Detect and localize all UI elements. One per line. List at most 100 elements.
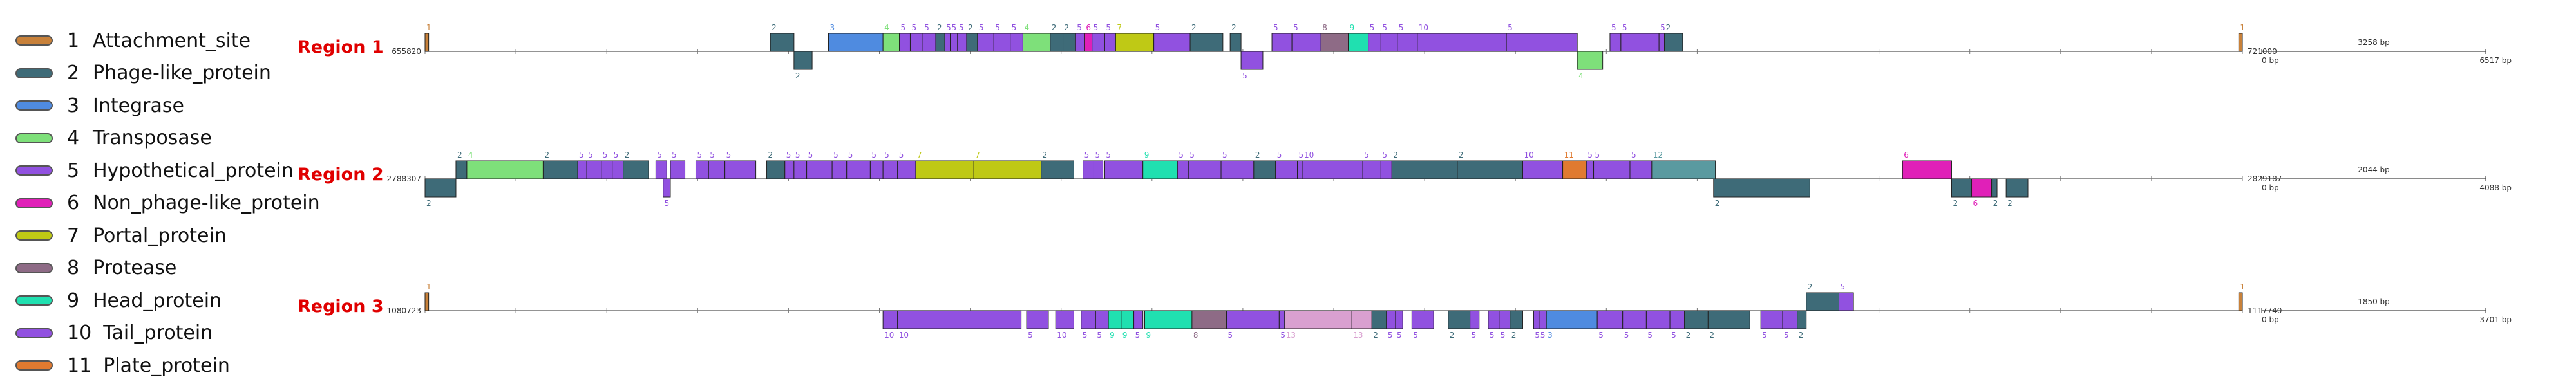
legend-number: 4 [67,127,80,149]
gene-type-label: 2 [2007,199,2012,208]
gene-block [1144,310,1193,329]
gene-type-label: 1 [2240,23,2245,32]
gene-block [846,160,871,179]
gene-block [1362,160,1381,179]
gene-block [1142,160,1178,179]
gene-block [1104,160,1144,179]
legend-swatch [15,35,53,46]
gene-type-label: 2 [795,71,800,80]
gene-type-label: 2 [1373,331,1378,340]
gene-block [2238,33,2243,52]
gene-block [977,33,994,52]
gene-block [1397,33,1418,52]
scale-bar-label: 3258 bp [2358,38,2390,47]
gene-type-label: 5 [1388,331,1393,340]
gene-type-label: 2 [1052,23,1057,32]
gene-type-label: 2 [937,23,942,32]
gene-block [909,33,923,52]
gene-block [623,160,649,179]
gene-block [966,33,978,52]
legend-label: Plate_protein [103,354,230,377]
gene-block [806,160,833,179]
gene-type-label: 11 [1564,151,1574,160]
gene-type-label: 5 [1299,151,1304,160]
gene-type-label: 10 [1304,151,1314,160]
gene-block [612,160,624,179]
gene-block [1806,292,1840,311]
gene-block [455,160,468,179]
gene-block [897,310,1022,329]
gene-block [1839,292,1854,311]
gene-type-label: 2 [1993,199,1998,208]
gene-type-label: 5 [697,151,702,160]
gene-type-label: 9 [1110,331,1115,340]
gene-block [1041,160,1074,179]
gene-block [1506,33,1578,52]
gene-block [882,33,900,52]
gene-block [828,33,884,52]
gene-block [724,160,757,179]
gene-type-label: 5 [579,151,584,160]
gene-type-label: 5 [1595,151,1600,160]
gene-type-label: 5 [1762,331,1767,340]
gene-type-label: 5 [1280,331,1285,340]
gene-type-label: 2 [1709,331,1714,340]
gene-type-label: 2 [1231,23,1236,32]
gene-type-label: 5 [672,151,677,160]
gene-type-label: 5 [1106,151,1111,160]
gene-block [1593,160,1631,179]
gene-block [1191,310,1227,329]
gene-block [1539,310,1547,329]
gene-block [1253,160,1276,179]
gene-block [1371,310,1387,329]
gene-type-label: 5 [1624,331,1629,340]
gene-type-label: 9 [1122,331,1128,340]
gene-type-label: 5 [946,23,951,32]
gene-block [424,292,430,311]
gene-type-label: 7 [917,151,922,160]
gene-type-label: 5 [657,151,662,160]
gene-block [1084,33,1093,52]
gene-type-label: 2 [768,151,773,160]
gene-type-label: 5 [1841,282,1846,291]
gene-block [1669,310,1685,329]
gene-block [1629,160,1653,179]
gene-type-label: 5 [1083,331,1088,340]
legend-swatch [15,295,53,306]
gene-type-label: 5 [952,23,957,32]
gene-block [915,160,974,179]
gene-type-label: 5 [665,199,670,208]
gene-block [1386,310,1396,329]
gene-block [424,178,457,198]
gene-type-label: 5 [795,151,800,160]
gene-type-label: 5 [1135,331,1141,340]
region-start-coordinate: 2788307 [387,174,421,183]
legend-item: 7 Portal_protein [15,219,227,252]
gene-type-label: 2 [1686,331,1691,340]
gene-type-label: 5 [1540,331,1546,340]
gene-type-label: 5 [1155,23,1160,32]
gene-block [1395,310,1403,329]
gene-block [424,33,430,52]
gene-type-label: 5 [1611,23,1616,32]
gene-block [1083,160,1094,179]
gene-type-label: 2 [772,23,777,32]
gene-block [1684,310,1709,329]
gene-block [1188,160,1222,179]
legend-swatch [15,327,53,338]
gene-block [922,33,936,52]
gene-block [1417,33,1507,52]
gene-block [899,33,911,52]
gene-type-label: 1 [426,282,431,291]
gene-block [542,160,578,179]
gene-type-label: 4 [1024,23,1029,32]
legend-number: 3 [67,94,80,117]
region-label: Region 3 [298,297,384,317]
gene-type-label: 6 [1973,199,1978,208]
gene-type-label: 10 [899,331,909,340]
legend-label: Hypothetical_protein [93,159,294,182]
scale-bar-label: 2044 bp [2358,165,2390,174]
gene-block [1782,310,1798,329]
gene-type-label: 9 [1146,331,1151,340]
legend-item: 8 Protease [15,252,176,284]
